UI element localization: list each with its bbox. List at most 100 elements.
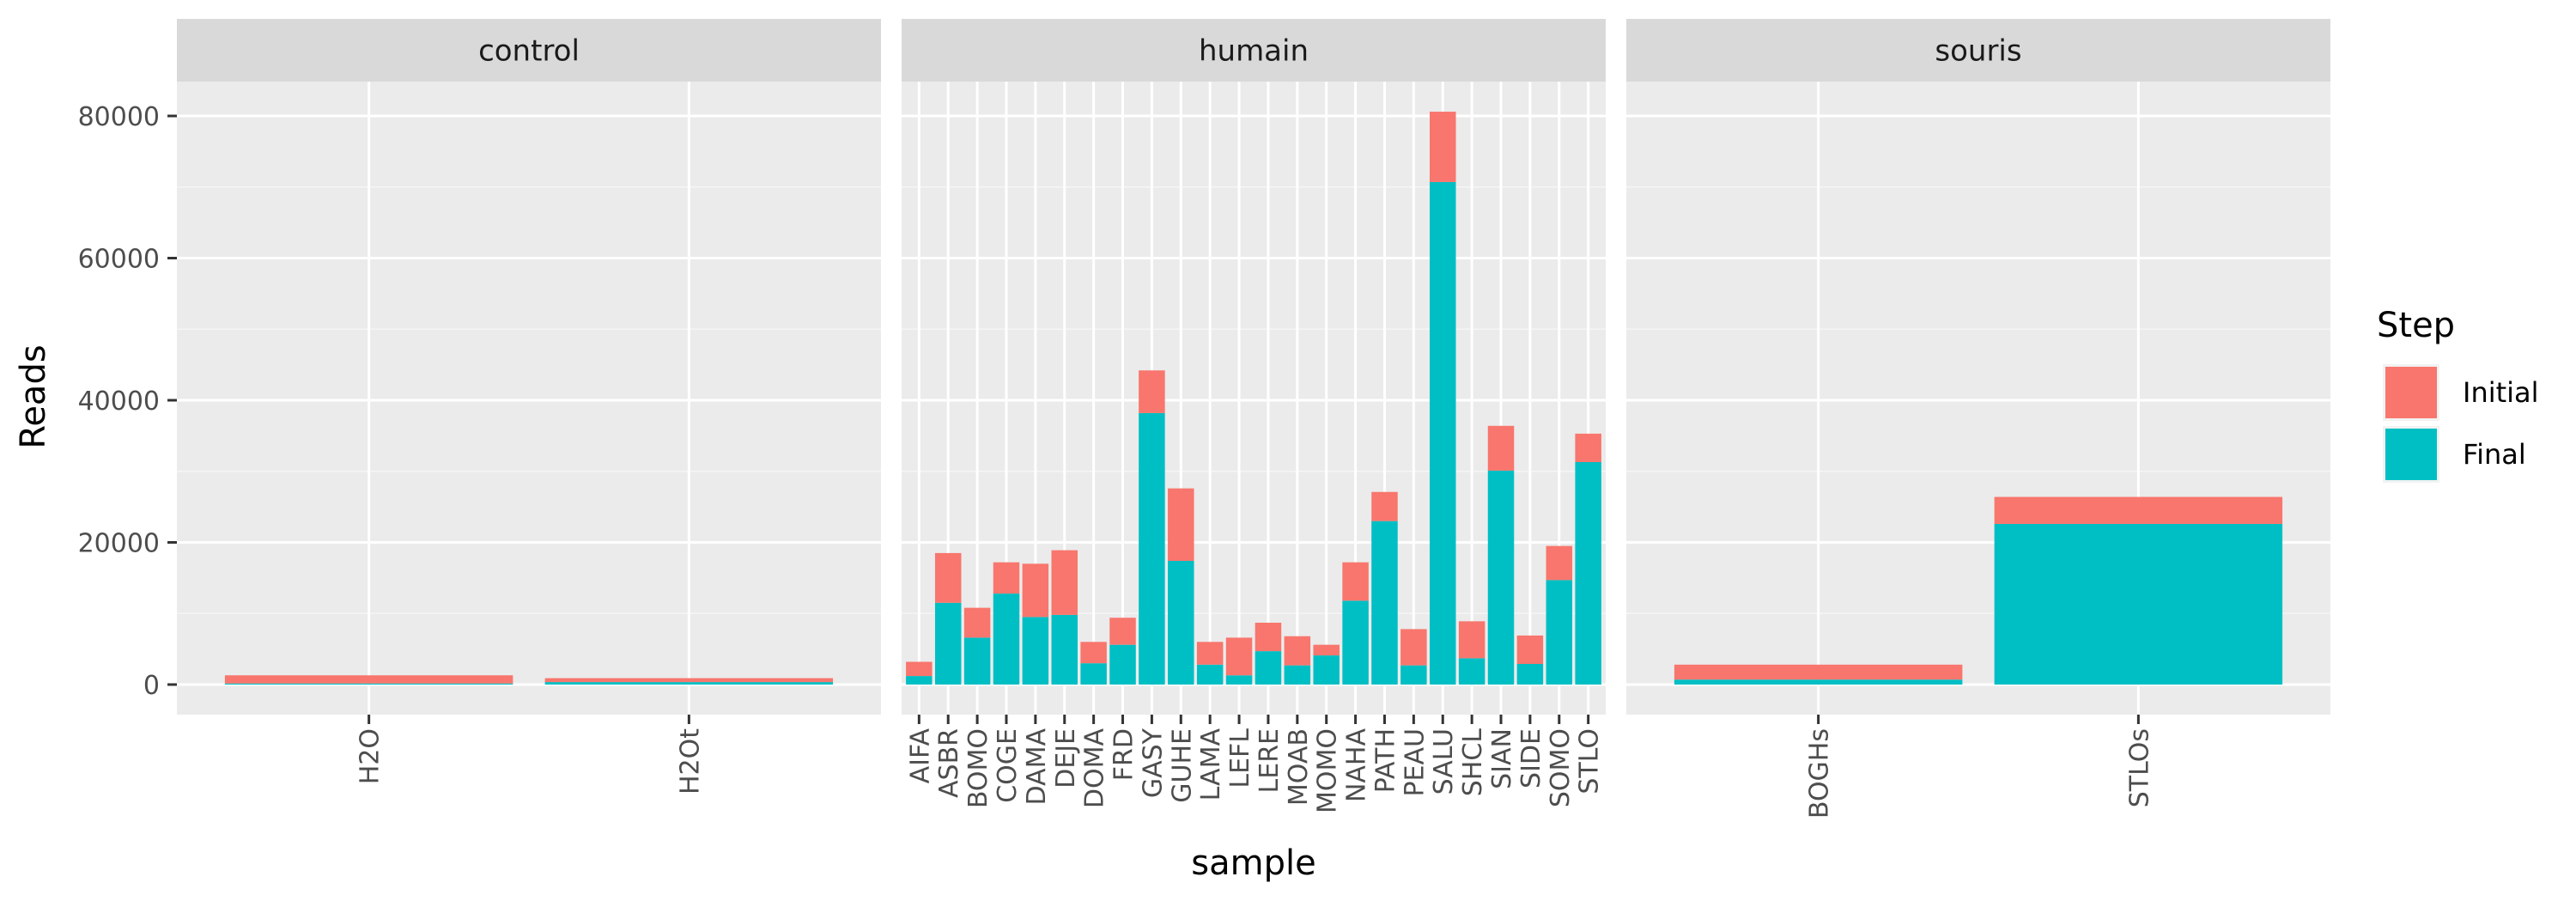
bar-final-PEAU xyxy=(1400,665,1427,685)
x-tick-label-DAMA: DAMA xyxy=(1022,728,1052,806)
x-tick-label-SHCL: SHCL xyxy=(1458,728,1488,797)
x-tick-label-SIDE: SIDE xyxy=(1516,728,1546,788)
bar-final-PATH xyxy=(1371,521,1398,685)
bar-final-SIDE xyxy=(1516,664,1544,685)
y-axis-label: Reads xyxy=(14,344,53,448)
x-tick-label-ASBR: ASBR xyxy=(934,728,964,798)
x-tick-label-PEAU: PEAU xyxy=(1400,728,1430,797)
bar-initial-LERE xyxy=(1255,623,1282,652)
bar-final-STLOs xyxy=(1994,523,2283,685)
panel-background xyxy=(177,82,881,715)
bar-final-DOMA xyxy=(1080,663,1107,685)
bar-final-SALU xyxy=(1430,181,1456,685)
bar-final-LAMA xyxy=(1196,664,1224,685)
bar-initial-STLO xyxy=(1575,433,1601,462)
x-tick-label-LERE: LERE xyxy=(1255,728,1285,793)
facet-strip-label: humain xyxy=(1199,34,1309,69)
x-tick-label-SIAN: SIAN xyxy=(1487,728,1517,789)
bar-initial-NAHA xyxy=(1342,562,1369,601)
bar-initial-DOMA xyxy=(1080,642,1107,664)
bar-initial-BOMO xyxy=(963,607,991,638)
bar-final-COGE xyxy=(993,594,1020,685)
bar-final-MOAB xyxy=(1284,665,1311,685)
x-tick-label-H2Ot: H2Ot xyxy=(675,728,705,794)
x-tick-label-LEFL: LEFL xyxy=(1225,728,1255,788)
x-tick-label-BOGHs: BOGHs xyxy=(1805,728,1835,819)
legend-entries: Initial Final xyxy=(2383,364,2539,483)
bar-initial-BOGHs xyxy=(1674,664,1963,680)
bar-final-STLO xyxy=(1575,461,1601,685)
bar-final-H2O xyxy=(224,683,513,685)
x-tick-label-PATH: PATH xyxy=(1370,728,1400,793)
bar-initial-H2Ot xyxy=(544,678,834,683)
facet-humain: humain AIFAASBRBOMOCOGEDAMADEJEDOMAFRDGAS… xyxy=(902,19,1606,813)
bar-final-BOGHs xyxy=(1674,679,1963,685)
x-tick-label-FRD: FRD xyxy=(1109,728,1139,781)
y-tick-label: 80000 xyxy=(78,102,160,132)
y-tick-label: 60000 xyxy=(78,245,160,275)
facet-strip-label: souris xyxy=(1935,34,2021,69)
x-axis-label: sample xyxy=(1191,843,1315,883)
bar-final-MOMO xyxy=(1313,655,1340,685)
x-tick-label-STLOs: STLOs xyxy=(2124,728,2154,807)
bar-final-DEJE xyxy=(1051,614,1078,685)
bar-final-GUHE xyxy=(1168,561,1194,685)
bar-initial-SIAN xyxy=(1487,425,1515,471)
x-tick-label-COGE: COGE xyxy=(993,728,1023,803)
bar-final-LEFL xyxy=(1225,675,1253,685)
bar-final-SIAN xyxy=(1487,470,1515,685)
x-tick-label-NAHA: NAHA xyxy=(1342,728,1372,803)
bar-initial-SIDE xyxy=(1516,635,1544,665)
bar-final-SHCL xyxy=(1458,658,1485,685)
x-tick-label-SOMO: SOMO xyxy=(1546,728,1576,807)
bar-initial-GUHE xyxy=(1168,488,1194,562)
x-tick-label-MOMO: MOMO xyxy=(1313,728,1343,813)
x-tick-label-GUHE: GUHE xyxy=(1167,728,1197,803)
bar-final-FRD xyxy=(1109,644,1136,685)
bar-initial-SOMO xyxy=(1546,545,1573,581)
bar-initial-DAMA xyxy=(1022,563,1049,618)
bar-initial-LEFL xyxy=(1225,637,1253,676)
y-tick-label: 20000 xyxy=(78,529,160,559)
facet-strip xyxy=(1626,19,2330,82)
x-tick-label-STLO: STLO xyxy=(1575,728,1605,794)
x-tick-label-DOMA: DOMA xyxy=(1080,728,1110,809)
facet-strip xyxy=(902,19,1606,82)
bar-final-BOMO xyxy=(963,637,991,685)
bar-initial-LAMA xyxy=(1196,642,1224,665)
x-tick-label-DEJE: DEJE xyxy=(1051,728,1081,788)
bar-initial-DEJE xyxy=(1051,550,1078,615)
bar-initial-AIFA xyxy=(906,661,933,677)
y-tick-label: 0 xyxy=(143,671,160,701)
x-tick-label-AIFA: AIFA xyxy=(905,728,935,784)
bar-initial-H2O xyxy=(224,675,513,684)
facet-souris: souris BOGHs STLOs xyxy=(1626,19,2330,819)
x-tick-label-LAMA: LAMA xyxy=(1196,728,1226,801)
bar-final-NAHA xyxy=(1342,600,1369,685)
x-tick-label-H2O: H2O xyxy=(355,728,386,784)
bar-initial-SHCL xyxy=(1458,621,1485,659)
bar-initial-PEAU xyxy=(1400,629,1427,666)
bar-initial-FRD xyxy=(1109,618,1136,645)
bar-final-LERE xyxy=(1255,651,1282,685)
y-tick-label: 40000 xyxy=(78,387,160,417)
legend-swatch-Initial xyxy=(2385,367,2437,418)
bar-initial-GASY xyxy=(1139,370,1165,413)
x-tick-label-BOMO: BOMO xyxy=(963,728,993,808)
legend-title: Step xyxy=(2377,306,2455,345)
x-tick-label-SALU: SALU xyxy=(1429,728,1459,794)
bar-initial-SALU xyxy=(1430,112,1456,182)
bar-initial-MOMO xyxy=(1313,644,1340,656)
legend: Step Initial Final xyxy=(2377,306,2539,483)
facet-control: control H2O H2Ot xyxy=(177,19,881,794)
bar-initial-COGE xyxy=(993,562,1020,594)
bar-final-ASBR xyxy=(934,602,962,685)
legend-label-Final: Final xyxy=(2463,438,2526,471)
bar-final-GASY xyxy=(1139,412,1165,685)
x-tick-label-GASY: GASY xyxy=(1138,727,1168,798)
bar-initial-STLOs xyxy=(1994,496,2283,524)
legend-label-Initial: Initial xyxy=(2463,376,2539,409)
legend-swatch-Final xyxy=(2385,429,2437,480)
bar-final-AIFA xyxy=(906,676,933,685)
